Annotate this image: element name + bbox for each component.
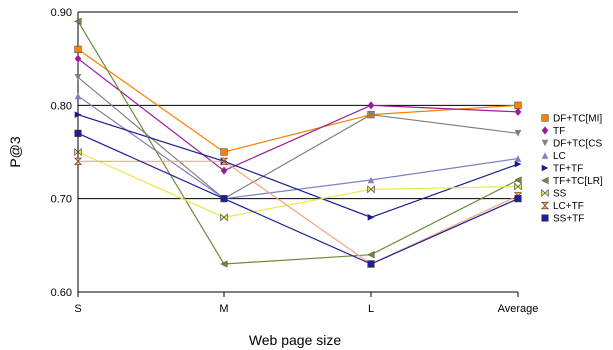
data-point — [73, 157, 83, 165]
legend-item: TF — [541, 126, 565, 137]
y-tick-label: 0.70 — [51, 194, 72, 206]
legend-item: DF+TC[MI] — [541, 114, 602, 125]
data-point — [74, 111, 82, 118]
legend-item: SS+TF — [541, 214, 584, 225]
data-point — [367, 185, 375, 194]
data-point — [74, 74, 82, 81]
legend-label: TF+TC[LR] — [553, 176, 603, 187]
data-point — [514, 195, 522, 203]
data-point — [514, 101, 522, 109]
data-point — [74, 45, 82, 53]
x-tick-label: M — [219, 303, 228, 315]
data-point — [220, 213, 228, 222]
series-0 — [74, 45, 522, 156]
data-point — [367, 101, 375, 110]
legend-item: DF+TC[CS — [541, 139, 603, 150]
legend-label: LC+TF — [553, 201, 584, 212]
series-line — [77, 58, 519, 172]
legend-marker — [541, 176, 549, 185]
legend-marker — [541, 139, 549, 147]
legend-label: TF+TF — [553, 164, 583, 175]
data-point — [514, 160, 522, 168]
data-point — [220, 148, 228, 156]
series-group — [73, 17, 523, 268]
data-point — [514, 155, 522, 162]
data-point — [74, 129, 82, 137]
grid-lines — [78, 11, 518, 293]
data-point — [514, 130, 522, 137]
data-point — [219, 157, 229, 165]
data-point — [220, 195, 228, 203]
legend-item: LC — [541, 151, 566, 162]
legend-marker — [541, 164, 549, 172]
data-point — [220, 260, 228, 268]
legend-label: TF — [553, 126, 565, 137]
legend-label: LC — [553, 151, 566, 162]
series-1 — [74, 54, 522, 175]
legend-marker — [541, 214, 549, 222]
legend-label: DF+TC[CS — [553, 139, 603, 150]
tick-labels: 0.60 0.70 0.80 0.90 S M L Average — [51, 7, 539, 315]
series-line — [77, 151, 519, 218]
legend-marker — [541, 188, 549, 198]
legend-marker — [541, 126, 549, 135]
legend-label: SS — [553, 189, 567, 200]
series-line — [77, 132, 519, 265]
y-tick-label: 0.80 — [51, 100, 72, 112]
data-point — [514, 182, 522, 191]
data-point — [514, 107, 522, 116]
x-tick-label: Average — [498, 303, 539, 315]
series-5 — [74, 17, 522, 268]
series-6 — [74, 147, 522, 222]
data-point — [74, 147, 82, 157]
legend-item: TF+TF — [541, 164, 583, 175]
y-tick-label: 0.90 — [51, 7, 72, 19]
y-axis-label: P@3 — [7, 136, 23, 168]
series-line — [78, 160, 519, 265]
data-point — [74, 17, 82, 25]
data-point — [514, 176, 522, 184]
legend-item: TF+TC[LR] — [541, 176, 603, 187]
data-point — [367, 251, 375, 259]
series-8 — [74, 129, 522, 268]
legend-item: LC+TF — [540, 201, 584, 212]
data-point — [74, 92, 82, 100]
data-point — [367, 176, 375, 184]
x-tick-label: L — [368, 303, 374, 315]
data-point — [367, 260, 375, 268]
legend-marker — [541, 114, 549, 122]
y-tick-label: 0.60 — [51, 287, 72, 299]
data-point — [74, 54, 82, 63]
legend-label: DF+TC[MI] — [553, 114, 602, 125]
series-line — [77, 48, 519, 153]
series-line — [77, 21, 519, 265]
data-point — [220, 166, 228, 175]
data-point — [367, 214, 375, 221]
x-tick-label: S — [74, 303, 81, 315]
series-line — [77, 114, 519, 218]
x-axis-label: Web page size — [249, 332, 342, 348]
legend-marker — [540, 201, 550, 210]
legend-item: SS — [541, 188, 567, 200]
legend-label: SS+TF — [553, 214, 584, 225]
legend-marker — [541, 152, 549, 159]
data-point — [367, 111, 375, 118]
axes — [77, 12, 519, 297]
series-line — [77, 95, 519, 200]
